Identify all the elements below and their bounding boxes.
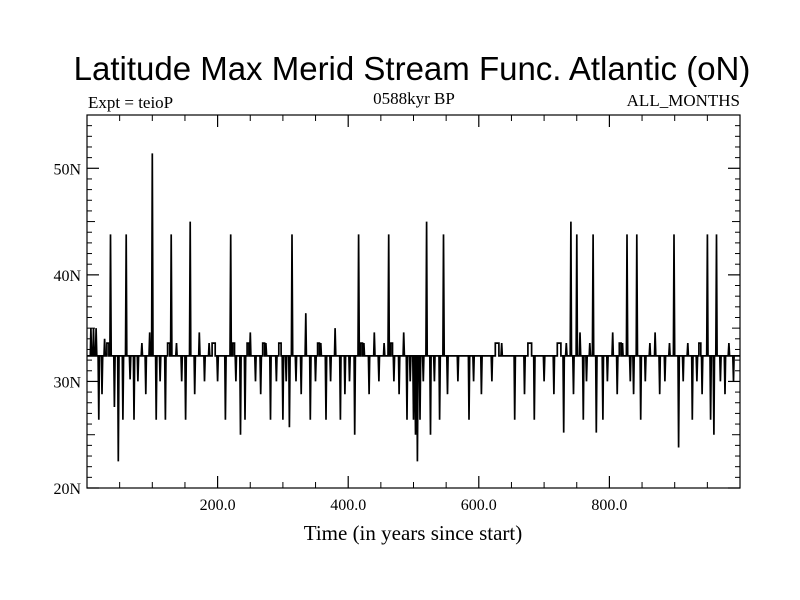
y-axis: 20N 30N 40N 50N: [53, 125, 740, 498]
y-tick-label: 40N: [53, 268, 81, 285]
subtitle-right: ALL_MONTHS: [627, 91, 740, 110]
subtitle-center: 0588kyr BP: [373, 89, 455, 108]
x-tick-label: 400.0: [330, 497, 366, 514]
chart-title: Latitude Max Merid Stream Func. Atlantic…: [74, 50, 751, 87]
plot-frame: [86, 114, 741, 489]
y-tick-label: 50N: [53, 161, 81, 178]
x-tick-label: 600.0: [461, 497, 497, 514]
y-tick-label: 30N: [53, 374, 81, 391]
series-line: [87, 153, 740, 462]
x-tick-label: 200.0: [200, 497, 236, 514]
plot-area: [86, 114, 741, 489]
x-axis: 200.0 400.0 600.0 800.0: [119, 115, 708, 514]
subtitle-left: Expt = teioP: [88, 93, 173, 112]
x-tick-label: 800.0: [591, 497, 627, 514]
y-tick-label: 20N: [53, 481, 81, 498]
x-axis-label: Time (in years since start): [304, 521, 523, 545]
